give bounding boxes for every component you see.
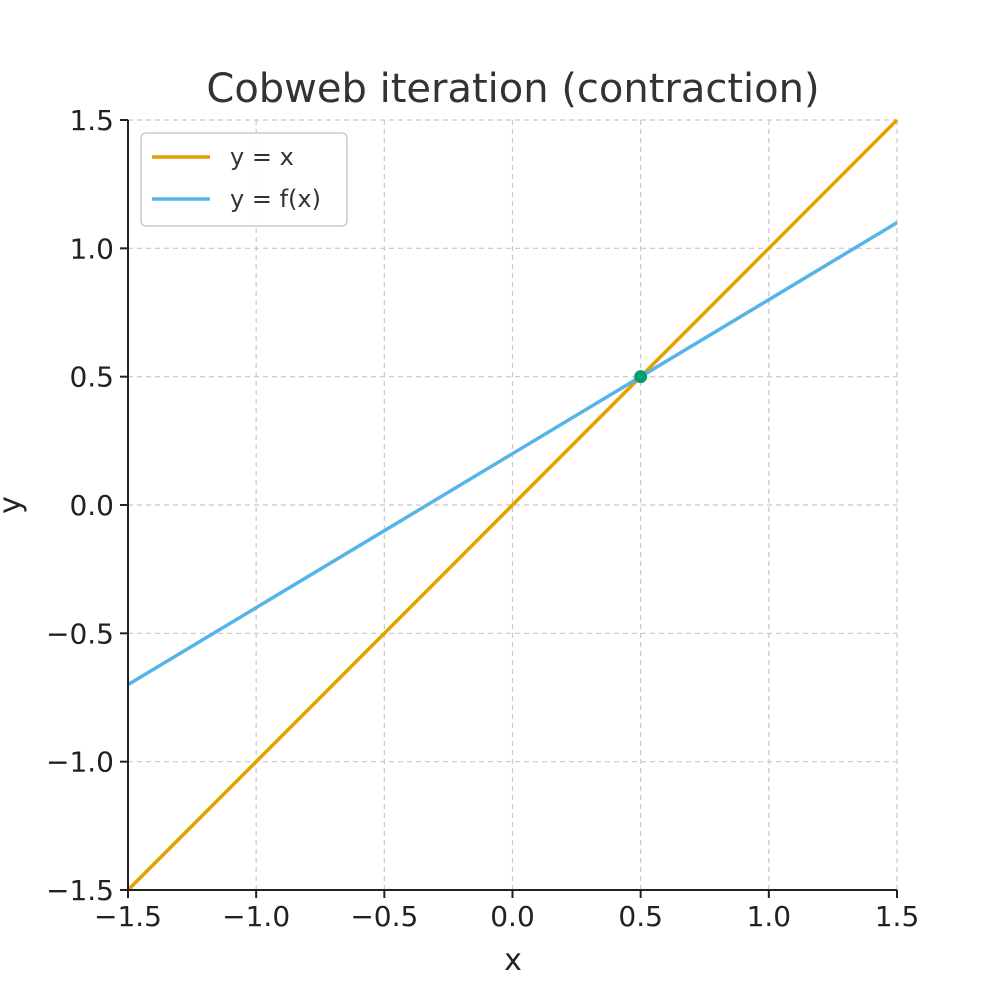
- y-tick-label-4: 0.5: [69, 361, 114, 394]
- x-tick-label-0: −1.5: [94, 900, 162, 933]
- fixed-point-marker: [634, 370, 648, 384]
- x-axis-label: x: [504, 943, 522, 978]
- chart-title: Cobweb iteration (contraction): [206, 66, 819, 112]
- x-tick-label-6: 1.5: [875, 900, 920, 933]
- y-axis-label: y: [0, 496, 28, 514]
- series-layer: [126, 118, 899, 892]
- legend-label-0: y = x: [230, 143, 294, 171]
- x-tick-label-4: 0.5: [618, 900, 663, 933]
- series-line-1: [127, 221, 898, 687]
- y-tick-label-0: −1.5: [46, 874, 114, 907]
- y-tick-label-3: 0.0: [69, 489, 114, 522]
- y-tick-label-2: −0.5: [46, 617, 114, 650]
- y-tick-label-6: 1.5: [69, 104, 114, 137]
- point-layer: [634, 370, 648, 384]
- x-tick-label-5: 1.0: [747, 900, 792, 933]
- series-line-0: [126, 118, 899, 892]
- x-tick-label-3: 0.0: [490, 900, 535, 933]
- x-tick-label-1: −1.0: [222, 900, 290, 933]
- y-tick-label-5: 1.0: [69, 232, 114, 265]
- y-tick-label-1: −1.0: [46, 746, 114, 779]
- ticks: −1.5 −1.0 −0.5 0.0 0.5 1.0 1.5 −1.5 −1.0 −0.5 0.0 0…: [46, 104, 919, 933]
- legend-label-1: y = f(x): [230, 185, 321, 213]
- legend: y = x y = f(x): [140, 132, 348, 227]
- x-tick-label-2: −0.5: [350, 900, 418, 933]
